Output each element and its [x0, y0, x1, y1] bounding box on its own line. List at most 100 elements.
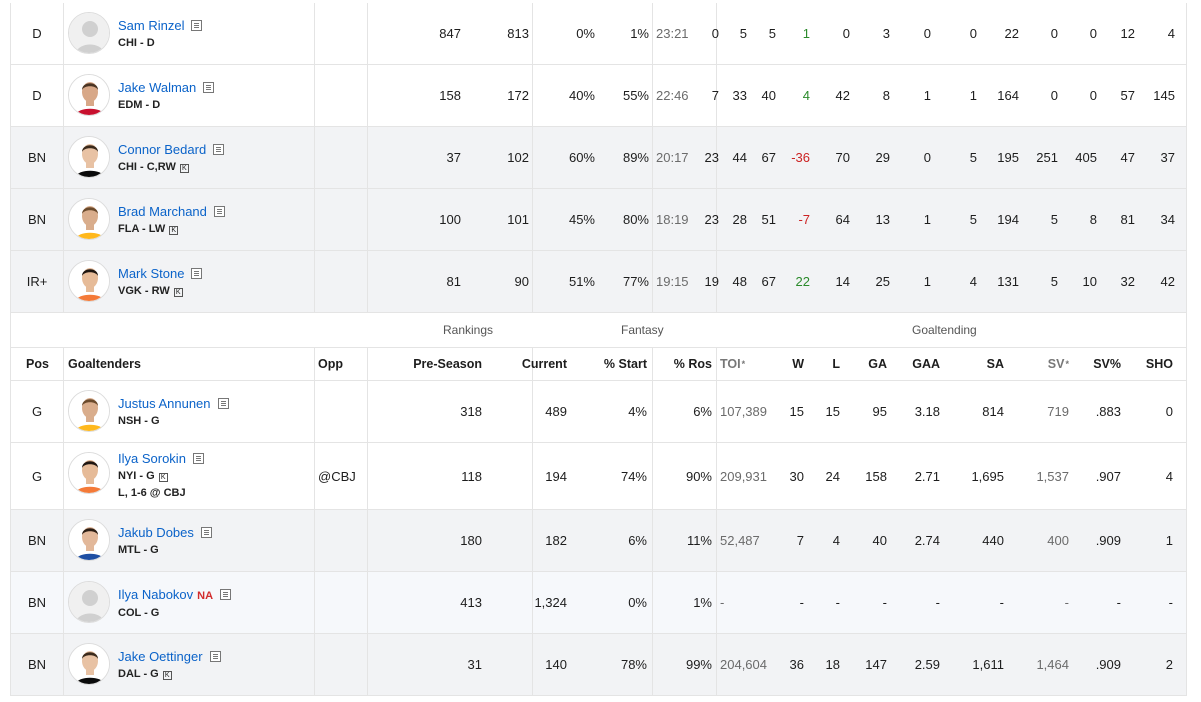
player-team-position: VGK - RW [118, 285, 170, 297]
player-news-icon[interactable] [192, 453, 204, 464]
stat-g: 23 [704, 150, 719, 165]
roster-position-slot[interactable]: IR+ [26, 274, 48, 289]
header-start[interactable]: % Start [547, 348, 647, 380]
player-name-link[interactable]: Justus Annunen [118, 396, 211, 411]
player-news-icon[interactable] [203, 82, 215, 93]
player-avatar[interactable] [68, 74, 110, 116]
player-avatar[interactable] [68, 390, 110, 432]
stat-sho: 2 [1165, 657, 1173, 672]
player-avatar[interactable] [68, 12, 110, 54]
header-goaltenders[interactable]: Goaltenders [68, 357, 141, 371]
stat-toi: 52,487 [720, 533, 760, 548]
header-l[interactable]: L [740, 348, 840, 380]
column-divider [314, 3, 315, 64]
stat-ppp: 3 [882, 26, 890, 41]
roster-position-slot[interactable]: BN [27, 150, 47, 165]
player-avatar[interactable] [68, 581, 110, 623]
player-avatar[interactable] [68, 519, 110, 561]
stat-p: 40 [761, 88, 776, 103]
player-news-icon[interactable] [213, 144, 225, 155]
player-name-link[interactable]: Jakub Dobes [118, 525, 194, 540]
stat-start: 45% [568, 212, 595, 227]
header-sv[interactable]: SV * [969, 348, 1069, 380]
roster-position-slot[interactable]: BN [27, 533, 47, 548]
column-divider [532, 510, 533, 571]
player-avatar[interactable] [68, 198, 110, 240]
column-divider [716, 572, 717, 633]
roster-position-slot[interactable]: D [32, 88, 42, 103]
stat-l: 24 [825, 468, 840, 484]
column-divider [652, 572, 653, 633]
roster-position-slot[interactable]: G [31, 468, 43, 484]
stat-svpct: - [1116, 595, 1121, 610]
player-news-icon[interactable] [220, 589, 232, 600]
header-svpct[interactable]: SV% [1021, 348, 1121, 380]
column-divider [314, 65, 315, 126]
column-divider [63, 348, 64, 380]
player-avatar[interactable] [68, 452, 110, 494]
header-label-sv: SV [1047, 357, 1065, 371]
column-divider [314, 381, 315, 442]
stat-ros: 89% [622, 150, 649, 165]
player-news-icon[interactable] [200, 527, 212, 538]
stat-fw: 0 [1050, 26, 1058, 41]
stat-pm: -36 [791, 150, 810, 165]
player-avatar[interactable] [68, 136, 110, 178]
player-news-icon[interactable] [191, 20, 203, 31]
column-divider [314, 634, 315, 695]
player-name-link[interactable]: Jake Walman [118, 80, 197, 95]
player-news-icon[interactable] [213, 206, 225, 217]
player-name-link[interactable]: Connor Bedard [118, 142, 207, 157]
roster-position-slot[interactable]: BN [27, 657, 47, 672]
player-name-link[interactable]: Jake Oettinger [118, 649, 203, 664]
player-cell: Brad Marchand FLA - LW K [64, 189, 314, 250]
stat-start: 0% [628, 595, 647, 610]
stat-sv: 1,537 [1036, 468, 1069, 484]
header-preseason[interactable]: Pre-Season [382, 348, 482, 380]
header-label-ga: GA [868, 357, 887, 371]
roster-position-slot[interactable]: G [31, 404, 43, 419]
stat-ppp: 13 [875, 212, 890, 227]
header-gaa[interactable]: GAA [840, 348, 940, 380]
player-name-link[interactable]: Brad Marchand [118, 204, 207, 219]
header-pos[interactable]: Pos [26, 357, 49, 371]
roster-position-slot[interactable]: BN [27, 212, 47, 227]
stat-current: 102 [507, 150, 529, 165]
player-avatar[interactable] [68, 260, 110, 302]
player-name-link[interactable]: Ilya Sorokin [118, 451, 186, 466]
stat-gwg: 1 [969, 88, 977, 103]
stat-preseason: 31 [467, 657, 482, 672]
header-sho[interactable]: SHO [1073, 348, 1173, 380]
header-ros[interactable]: % Ros [612, 348, 712, 380]
roster-position-slot[interactable]: D [32, 26, 42, 41]
player-name-link[interactable]: Sam Rinzel [118, 18, 185, 33]
header-toi[interactable]: TOI * [720, 348, 745, 380]
roster-position-slot[interactable]: BN [27, 595, 47, 610]
player-name-link[interactable]: Ilya Nabokov [118, 587, 194, 602]
header-opp[interactable]: Opp [318, 357, 343, 371]
column-divider [63, 572, 64, 633]
player-name-link[interactable]: Mark Stone [118, 266, 185, 281]
player-cell: Ilya Nabokov NA COL - G [64, 572, 314, 633]
header-label-w: W [792, 357, 804, 371]
player-avatar[interactable] [68, 643, 110, 685]
header-label-gaa: GAA [912, 357, 940, 371]
header-ga[interactable]: GA [787, 348, 887, 380]
header-label-sa: SA [986, 357, 1004, 371]
header-w[interactable]: W [704, 348, 804, 380]
stat-gwg: 5 [969, 150, 977, 165]
column-divider [532, 251, 533, 312]
stat-a: 33 [732, 88, 747, 103]
goalie-row: BN Jakub Dobes MTL - G 180 182 6% 11% 52,487 7 4 4… [11, 509, 1186, 571]
header-label-preseason: Pre-Season [413, 357, 482, 371]
header-sa[interactable]: SA [904, 348, 1004, 380]
column-divider [652, 251, 653, 312]
stat-svpct: .909 [1095, 533, 1121, 548]
player-news-icon[interactable] [217, 398, 229, 409]
header-current[interactable]: Current [467, 348, 567, 380]
stat-sog: 131 [997, 274, 1019, 289]
stat-fl: 10 [1082, 274, 1097, 289]
player-news-icon[interactable] [191, 268, 203, 279]
opponent[interactable]: @CBJ [318, 468, 356, 484]
player-news-icon[interactable] [209, 651, 221, 662]
